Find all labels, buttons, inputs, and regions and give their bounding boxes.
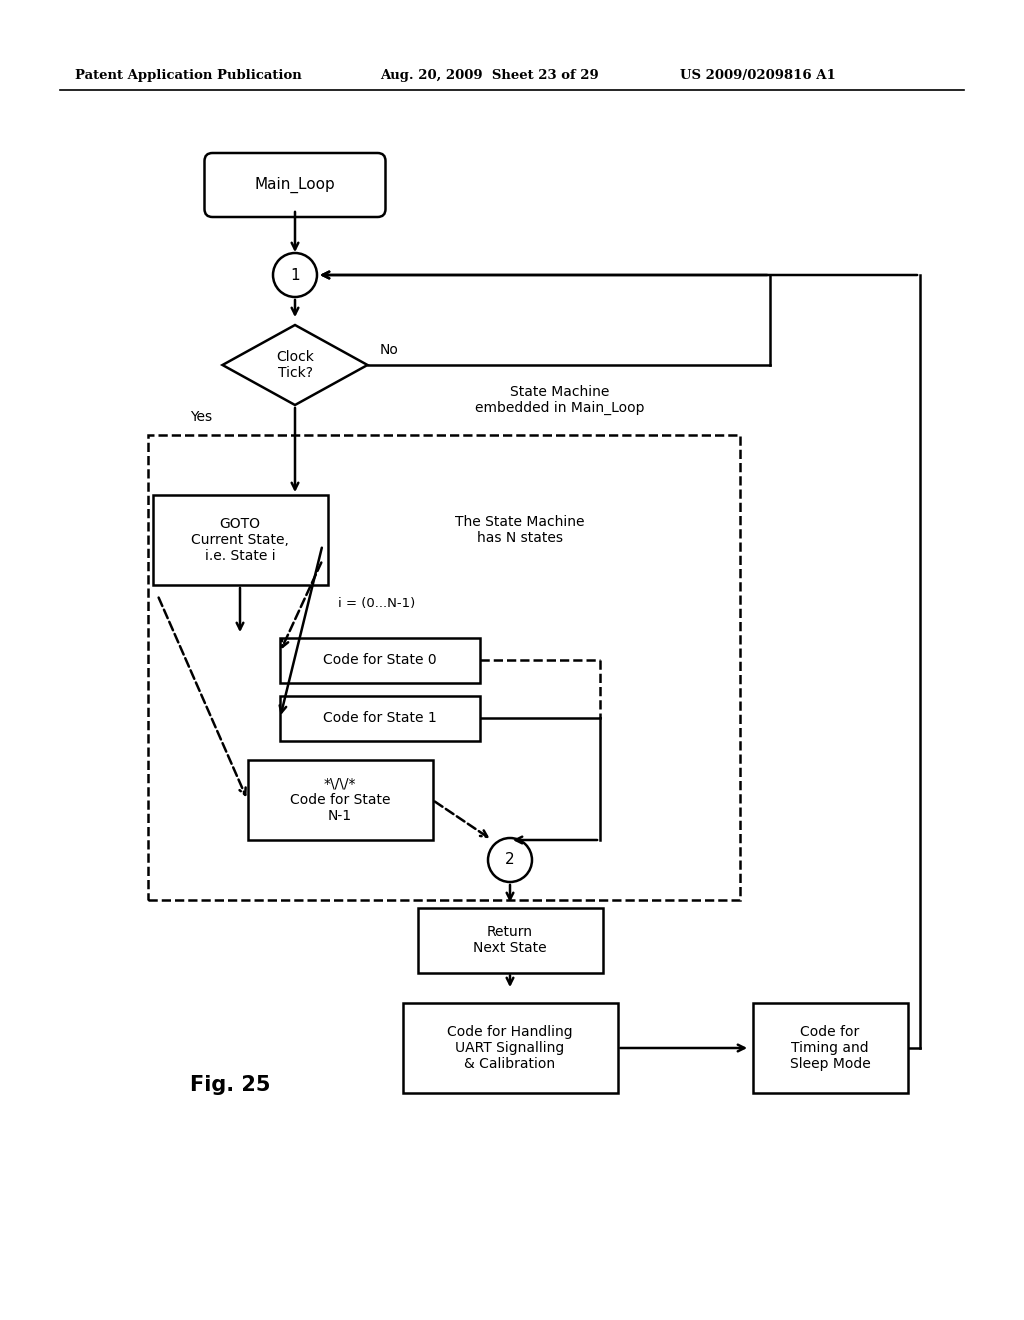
Bar (402, 1003, 617, 1093)
Text: State Machine
embedded in Main_Loop: State Machine embedded in Main_Loop (475, 385, 645, 416)
Text: *\/\/*
Code for State
N-1: *\/\/* Code for State N-1 (290, 776, 390, 824)
Bar (280, 696, 480, 741)
Text: No: No (380, 343, 398, 356)
Text: i = (0...N-1): i = (0...N-1) (338, 597, 415, 610)
Text: Code for State 1: Code for State 1 (324, 711, 437, 725)
Text: Code for Handling
UART Signalling
& Calibration: Code for Handling UART Signalling & Cali… (447, 1024, 572, 1072)
Text: Aug. 20, 2009  Sheet 23 of 29: Aug. 20, 2009 Sheet 23 of 29 (380, 69, 599, 82)
Bar (418, 908, 602, 973)
Bar (280, 638, 480, 682)
Text: Patent Application Publication: Patent Application Publication (75, 69, 302, 82)
Text: US 2009/0209816 A1: US 2009/0209816 A1 (680, 69, 836, 82)
Text: Code for
Timing and
Sleep Mode: Code for Timing and Sleep Mode (790, 1024, 870, 1072)
Text: 2: 2 (505, 853, 515, 867)
FancyBboxPatch shape (205, 153, 385, 216)
Bar (753, 1003, 907, 1093)
Text: Fig. 25: Fig. 25 (189, 1074, 270, 1096)
Polygon shape (222, 325, 368, 405)
Circle shape (273, 253, 317, 297)
Text: Code for State 0: Code for State 0 (324, 653, 437, 667)
Text: Yes: Yes (190, 411, 213, 424)
Circle shape (488, 838, 532, 882)
Text: Clock
Tick?: Clock Tick? (276, 350, 314, 380)
Text: Main_Loop: Main_Loop (255, 177, 336, 193)
Bar (148, 436, 740, 900)
Bar (248, 760, 432, 840)
Text: The State Machine
has N states: The State Machine has N states (456, 515, 585, 545)
Bar (153, 495, 328, 585)
Text: Return
Next State: Return Next State (473, 925, 547, 956)
Text: 1: 1 (290, 268, 300, 282)
Text: GOTO
Current State,
i.e. State i: GOTO Current State, i.e. State i (191, 517, 289, 564)
